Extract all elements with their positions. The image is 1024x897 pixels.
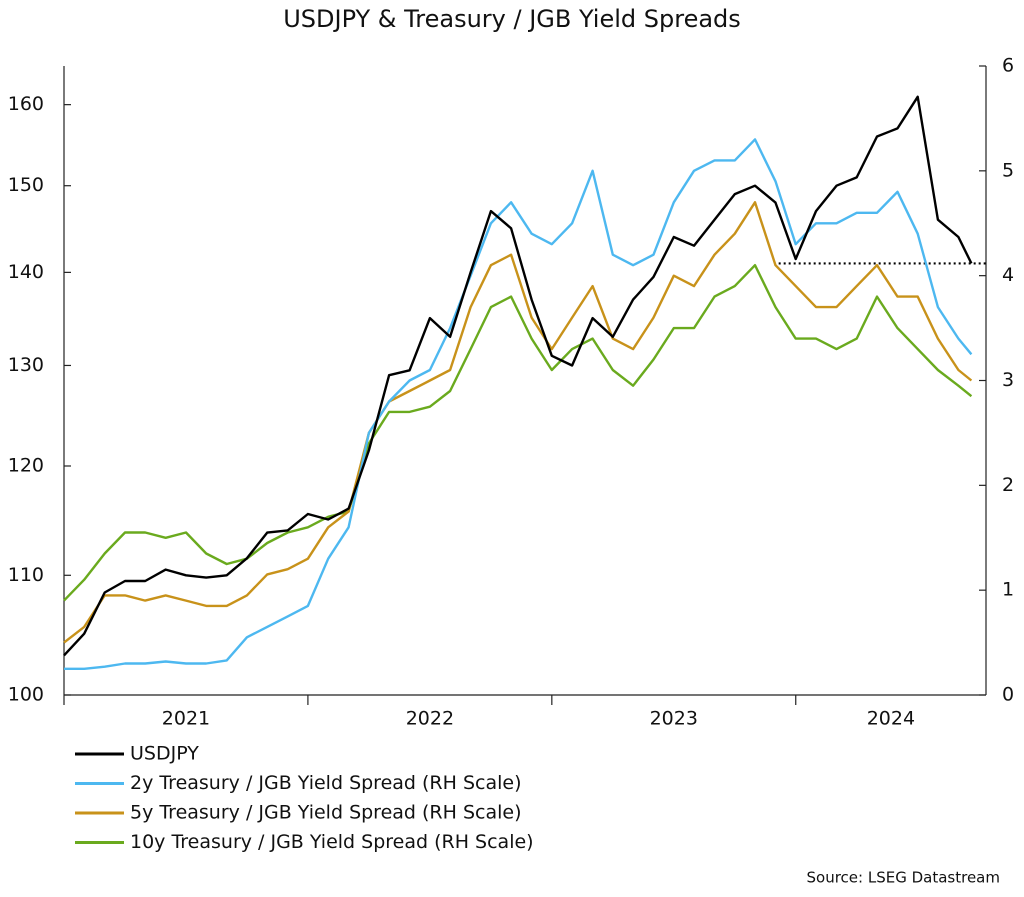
source: Source: LSEG Datastream [807, 869, 1000, 887]
y-tick-label: 120 [8, 454, 44, 476]
x-tick-label: 2022 [406, 708, 454, 730]
y2-tick-label: 5 [1002, 159, 1014, 181]
y2-tick-label: 2 [1002, 474, 1014, 496]
series-line [63, 201, 973, 644]
chart-title: USDJPY & Treasury / JGB Yield Spreads [283, 5, 741, 33]
y-tick-label: 100 [8, 684, 44, 706]
x-tick-label: 2023 [650, 708, 698, 730]
legend-label: 2y Treasury / JGB Yield Spread (RH Scale… [130, 772, 522, 794]
y2-tick-label: 3 [1002, 369, 1014, 391]
y-tick-label: 150 [8, 174, 44, 196]
legend-label: USDJPY [130, 743, 199, 765]
y2-tick-label: 1 [1002, 579, 1014, 601]
y2-tick-label: 4 [1002, 264, 1014, 286]
y-tick-label: 110 [8, 564, 44, 586]
y-tick-label: 140 [8, 261, 44, 283]
legend-label: 5y Treasury / JGB Yield Spread (RH Scale… [130, 802, 522, 824]
series-line [63, 264, 973, 602]
legend-label: 10y Treasury / JGB Yield Spread (RH Scal… [130, 831, 534, 853]
y2-tick-label: 6 [1002, 55, 1014, 77]
series-line [64, 138, 973, 670]
y-tick-label: 130 [8, 354, 44, 376]
series-line [63, 95, 973, 657]
y-tick-label: 160 [8, 93, 44, 115]
x-tick-label: 2021 [162, 708, 210, 730]
y2-tick-label: 0 [1002, 684, 1014, 706]
x-tick-label: 2024 [867, 708, 915, 730]
